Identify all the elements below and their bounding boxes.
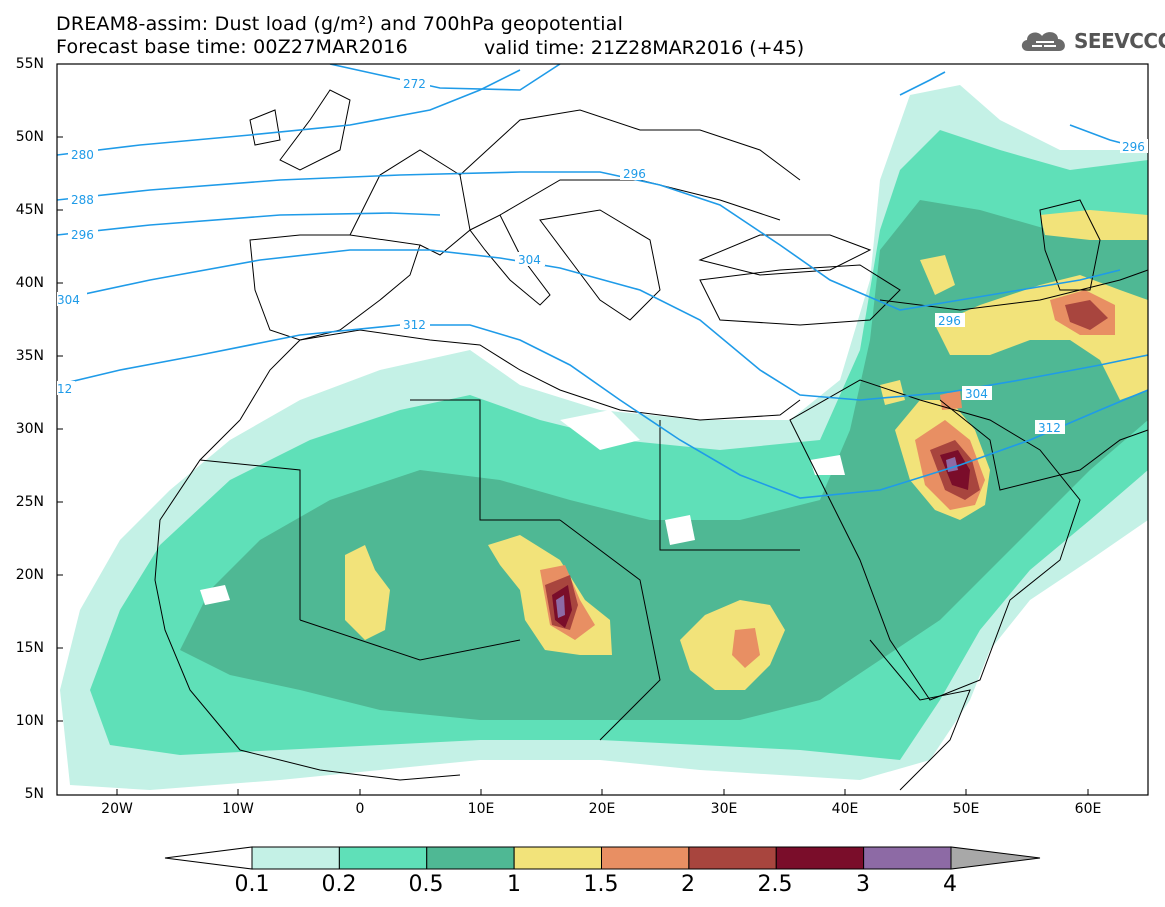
lon-label: 10E [467,801,495,817]
contour-label: 280 [71,148,94,162]
colorbar-box [688,846,777,870]
lat-label: 55N [15,56,44,72]
axis-ticks [57,63,1089,795]
lat-label: 10N [15,713,44,729]
lat-label: 50N [15,129,44,145]
colorbar-box [338,846,428,870]
valid-time: valid time: 21Z28MAR2016 (+45) [484,37,805,59]
lat-label: 15N [15,640,44,656]
colorbar-box [601,846,690,870]
lat-label: 40N [15,275,44,291]
colorbar-box [426,846,515,870]
contour-label: 296 [71,228,94,242]
lat-label: 30N [15,421,44,437]
colorbar-over-arrow [950,846,1041,870]
lon-label: 0 [355,801,365,817]
contour-label: 288 [71,193,94,207]
colorbar-box [513,846,602,870]
seevccc-logo: SEEVCCC [1018,26,1165,56]
contour-labels: 272 280 288 296 304 312 296 296 304 304 … [57,76,1148,435]
map-title: DREAM8-assim: Dust load (g/m²) and 700hP… [56,13,624,35]
colorbar-label: 2.5 [757,872,793,897]
contour-label: 296 [623,167,646,181]
lon-label: 40E [831,801,859,817]
colorbar-label: 1 [507,872,521,897]
lat-label: 25N [15,494,44,510]
colorbar [164,846,1041,870]
lat-label: 20N [15,567,44,583]
logo-text: SEEVCCC [1074,29,1165,53]
lon-label: 10W [222,801,254,817]
colorbar-label: 0.5 [408,872,444,897]
contour-label: 312 [403,318,426,332]
lon-label: 50E [952,801,980,817]
lon-label: 20E [588,801,616,817]
colorbar-label: 2 [681,872,695,897]
colorbar-label: 0.1 [234,872,270,897]
coastlines-borders [154,89,1148,791]
contour-label: 296 [1122,140,1145,154]
colorbar-box [863,846,952,870]
cloud-icon [1021,32,1065,51]
contour-label: 296 [938,314,961,328]
lat-label: 5N [24,786,44,802]
lon-label: 20W [101,801,133,817]
colorbar-label: 0.2 [321,872,357,897]
contour-label: 304 [57,293,80,307]
contour-label: 12 [57,382,72,396]
colorbar-box [775,846,865,870]
lon-label: 60E [1074,801,1102,817]
colorbar-box [251,846,340,870]
dust-shading [60,85,1148,790]
contour-label: 312 [1038,421,1061,435]
lat-label: 35N [15,348,44,364]
lat-label: 45N [15,202,44,218]
lon-label: 30E [710,801,738,817]
contour-label: 272 [403,77,426,91]
contour-label: 304 [518,253,541,267]
colorbar-label: 4 [943,872,957,897]
colorbar-under-arrow [164,846,253,870]
colorbar-label: 3 [856,872,870,897]
colorbar-label: 1.5 [583,872,619,897]
forecast-base-time: Forecast base time: 00Z27MAR2016 [56,36,408,58]
contour-label: 304 [965,387,988,401]
